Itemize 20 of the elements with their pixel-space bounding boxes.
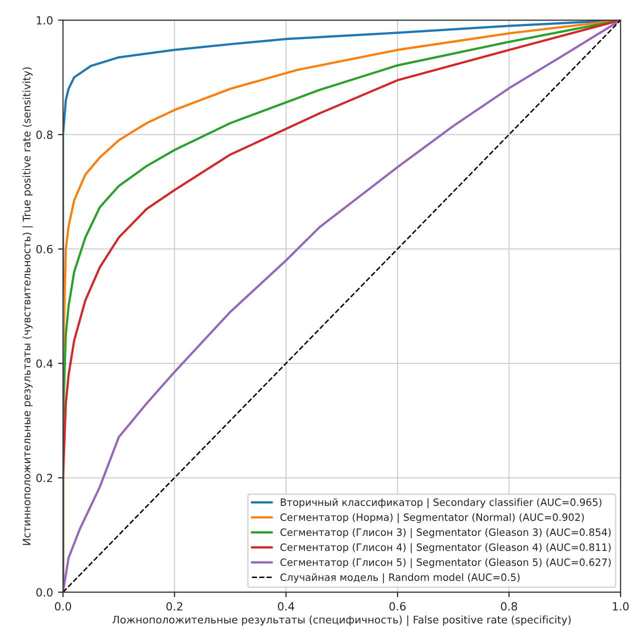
y-tick-label: 0.8 xyxy=(36,130,53,139)
y-axis-title: Истинноположительные результаты (чувствительность) | True positive rate (sensitivity) xyxy=(22,67,33,545)
x-tick-label: 0.0 xyxy=(54,602,72,611)
x-tick-label: 0.6 xyxy=(389,602,406,611)
legend-label: Вторичный классификатор | Secondary classifier (AUC=0.965) xyxy=(280,498,602,508)
y-tick-label: 0.2 xyxy=(36,474,52,482)
x-tick-label: 0.2 xyxy=(166,602,182,611)
y-tick-label: 0.0 xyxy=(36,588,53,597)
legend-label: Случайная модель | Random model (AUC=0.5) xyxy=(280,573,520,584)
y-tick-label: 0.6 xyxy=(36,244,53,254)
legend-label: Сегментатор (Норма) | Segmentator (Normal) (AUC=0.902) xyxy=(280,513,584,524)
y-tick-label: 1.0 xyxy=(36,16,53,25)
y-tick-label: 0.4 xyxy=(36,359,53,368)
x-tick-label: 0.4 xyxy=(278,602,294,611)
x-tick-label: 0.8 xyxy=(500,602,518,611)
legend-label: Сегментатор (Глисон 4) | Segmentator (Gleason 4) (AUC=0.811) xyxy=(280,543,611,554)
legend-label: Сегментатор (Глисон 3) | Segmentator (Gleason 3) (AUC=0.854) xyxy=(280,528,611,538)
legend-label: Сегментатор (Глисон 5) | Segmentator (Gleason 5) (AUC=0.627) xyxy=(280,558,611,568)
x-axis-title: Ложноположительные результаты (специфичность) | False positive rate (specificity) xyxy=(112,615,571,626)
x-tick-label: 1.0 xyxy=(612,602,629,611)
